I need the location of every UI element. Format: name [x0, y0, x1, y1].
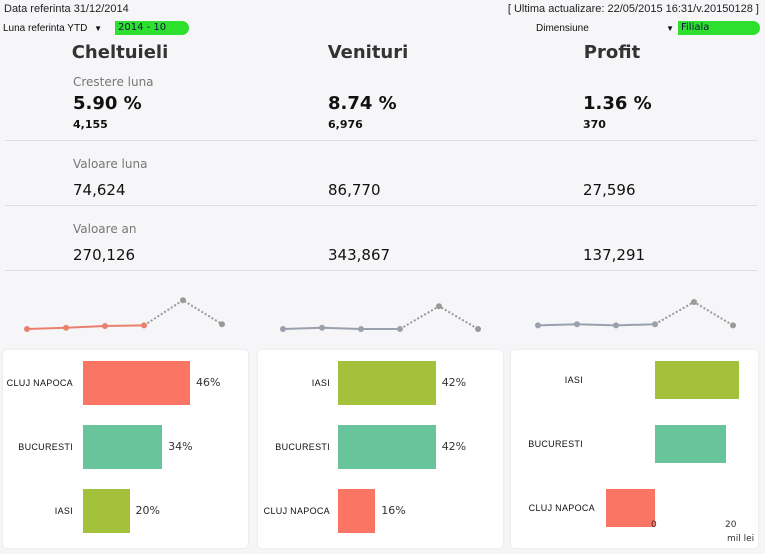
bar-label: CLUJ NAPOCA	[263, 506, 330, 516]
sparkline-point	[358, 326, 364, 332]
sparkline-forecast	[143, 299, 223, 327]
axis-unit: mil lei	[727, 534, 755, 544]
sparkline-point	[219, 321, 225, 328]
bar-label: CLUJ NAPOCA	[528, 503, 595, 513]
year-value-label: Valoare an	[73, 222, 137, 236]
sparkline-point	[319, 324, 325, 331]
month-value-label: Valoare luna	[73, 157, 148, 171]
sparkline-point	[535, 322, 541, 329]
date-reference: Data referinta 31/12/2014	[4, 3, 129, 15]
profit-bar-panel: IASI BUCURESTI CLUJ NAPOCA 0 20 mil lei	[511, 350, 758, 548]
sparkline-point	[475, 326, 481, 332]
bar[interactable]	[338, 425, 436, 469]
dimension-value[interactable]: Filiala	[678, 21, 760, 35]
growth-absolute: 370	[583, 118, 606, 131]
bar-label: IASI	[564, 375, 583, 385]
growth-percent: 5.90 %	[73, 93, 142, 114]
sparkline-point	[613, 322, 619, 329]
column-title: Profit	[583, 42, 641, 63]
bar-percent: 42%	[441, 440, 467, 453]
growth-percent: 1.36 %	[583, 93, 652, 114]
sparkline-forecast	[399, 305, 479, 330]
bar-label: BUCURESTI	[18, 442, 73, 452]
sparkline-point	[652, 321, 658, 328]
expense-bar-panel: CLUJ NAPOCA 46% BUCURESTI 34% IASI 20%	[3, 350, 248, 548]
bar[interactable]	[655, 361, 739, 399]
sparkline-point	[436, 303, 442, 310]
column-title: Cheltuieli	[71, 42, 169, 63]
bar[interactable]	[655, 425, 727, 463]
sparkline-solid	[537, 323, 656, 327]
growth-percent: 8.74 %	[328, 93, 397, 114]
divider	[5, 140, 757, 141]
bar[interactable]	[338, 489, 376, 533]
month-value: 27,596	[583, 181, 636, 199]
growth-absolute: 4,155	[73, 118, 108, 131]
bar-label: BUCURESTI	[275, 442, 330, 452]
divider	[5, 205, 757, 206]
sparkline-point	[280, 326, 286, 332]
bar-label: IASI	[54, 506, 73, 516]
month-value: 74,624	[73, 181, 126, 199]
sparkline-point	[691, 299, 697, 305]
bar[interactable]	[83, 489, 130, 533]
sparkline-forecast	[654, 300, 734, 327]
bar-percent: 46%	[196, 376, 221, 389]
divider	[5, 270, 757, 271]
sparkline-point	[730, 322, 736, 329]
bar-label: BUCURESTI	[528, 439, 583, 449]
dimension-dropdown[interactable]: Dimensiune ▼	[536, 23, 676, 34]
bar[interactable]	[338, 361, 436, 405]
bar-percent: 34%	[168, 440, 193, 453]
sparkline-point	[102, 323, 108, 329]
column-title: Venituri	[327, 42, 409, 63]
growth-absolute: 6,976	[328, 118, 363, 131]
sparkline-solid	[282, 326, 400, 330]
month-dropdown[interactable]: Luna referinta YTD ▼	[3, 23, 102, 34]
sparkline-point	[574, 321, 580, 328]
month-value[interactable]: 2014 - 10	[115, 21, 189, 35]
year-value: 270,126	[73, 246, 136, 264]
sparkline-point	[180, 297, 186, 304]
growth-label: Crestere luna	[73, 75, 154, 89]
bar-percent: 20%	[135, 504, 160, 517]
bar-label: IASI	[311, 378, 330, 388]
bar[interactable]	[83, 361, 190, 405]
sparkline-point	[63, 324, 69, 331]
sparkline-point	[24, 326, 30, 332]
revenue-bar-panel: IASI 42% BUCURESTI 42% CLUJ NAPOCA 16%	[258, 350, 503, 548]
last-update: [ Ultima actualizare: 22/05/2015 16:31/v…	[507, 3, 759, 15]
chevron-down-icon: ▼	[666, 24, 674, 33]
year-value: 137,291	[583, 246, 646, 264]
chevron-down-icon: ▼	[94, 24, 103, 33]
bar-label: CLUJ NAPOCA	[6, 378, 73, 388]
year-value: 343,867	[328, 246, 391, 264]
sparklines	[24, 297, 736, 332]
dimension-label: Dimensiune	[536, 23, 589, 34]
month-label: Luna referinta YTD	[3, 23, 88, 34]
bar-percent: 42%	[441, 376, 467, 389]
axis-tick: 0	[651, 520, 657, 530]
bar-percent: 16%	[381, 504, 406, 517]
sparkline-point	[397, 326, 403, 332]
axis-tick: 20	[725, 520, 737, 530]
sparkline-solid	[26, 324, 145, 330]
month-value: 86,770	[328, 181, 381, 199]
bar[interactable]	[83, 425, 163, 469]
bar[interactable]	[605, 489, 655, 527]
sparkline-point	[141, 322, 147, 329]
